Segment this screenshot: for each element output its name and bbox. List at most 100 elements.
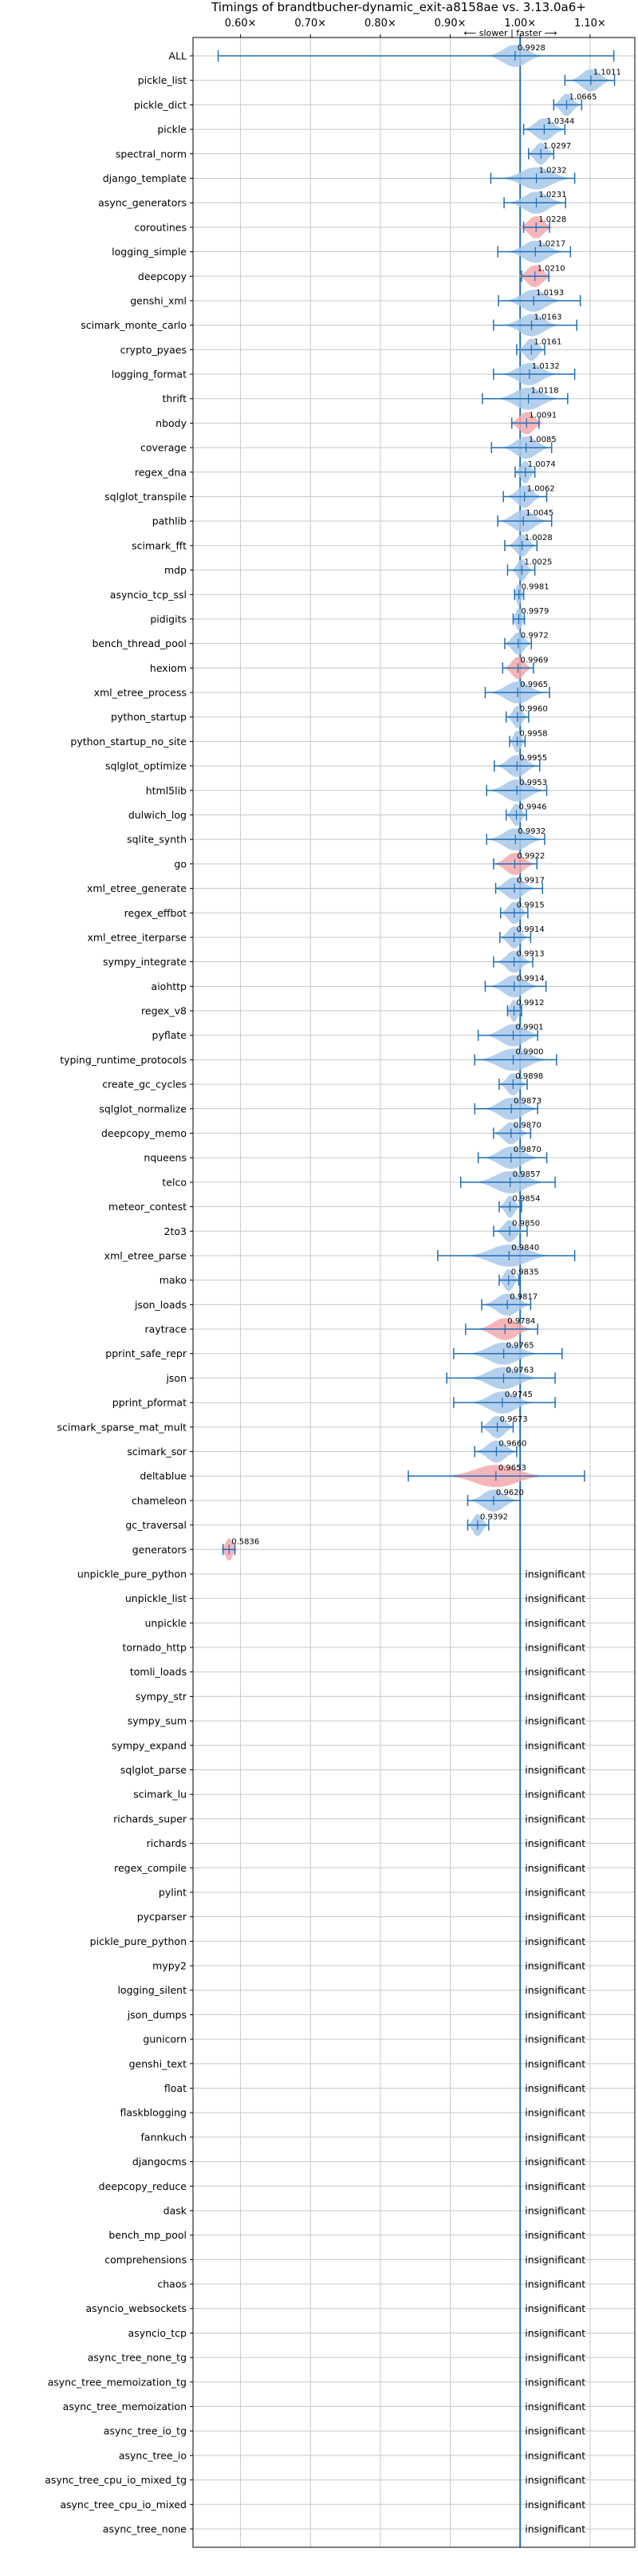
benchmark-label: async_tree_none	[103, 2523, 187, 2535]
benchmark-label: xml_etree_parse	[104, 1249, 187, 1261]
chart-title: Timings of brandtbucher-dynamic_exit-a81…	[211, 0, 586, 14]
value-label: 0.9972	[521, 632, 549, 641]
insignificant-label: insignificant	[525, 1715, 585, 1727]
benchmark-label: pprint_pformat	[112, 1397, 187, 1409]
benchmark-label: unpickle_list	[125, 1592, 187, 1604]
benchmark-label: unpickle	[144, 1617, 187, 1629]
x-tick-label: 1.10×	[574, 18, 606, 30]
benchmark-label: ALL	[169, 50, 187, 62]
benchmark-label: pickle	[157, 124, 187, 136]
value-label: 0.9958	[520, 729, 548, 738]
benchmark-label: hexiom	[150, 662, 187, 674]
benchmark-label: scimark_fft	[132, 539, 187, 551]
value-label: 0.9857	[513, 1170, 541, 1179]
value-label: 0.9854	[512, 1195, 540, 1204]
benchmark-label: async_tree_io_tg	[104, 2425, 187, 2437]
value-label: 0.9817	[510, 1292, 538, 1301]
value-label: 0.9914	[517, 925, 545, 934]
benchmark-label: xml_etree_generate	[87, 882, 187, 894]
benchmark-label: dask	[163, 2204, 187, 2216]
benchmark-label: xml_etree_process	[94, 687, 187, 699]
value-label: 0.9928	[518, 44, 545, 53]
benchmark-label: deepcopy_memo	[101, 1127, 187, 1139]
value-label: 1.0210	[538, 264, 565, 273]
benchmark-label: telco	[162, 1176, 187, 1188]
benchmark-label: dulwich_log	[128, 809, 187, 821]
value-label: 0.9912	[517, 999, 545, 1008]
benchmark-label: sqlite_synth	[127, 834, 187, 846]
benchmark-label: logging_format	[112, 369, 187, 381]
benchmark-label: sqlglot_optimize	[105, 760, 187, 772]
x-tick-label: 1.00×	[504, 18, 536, 30]
value-label: 1.0118	[531, 387, 559, 396]
benchmark-label: async_tree_cpu_io_mixed_tg	[45, 2474, 187, 2486]
value-label: 1.0085	[529, 436, 557, 444]
insignificant-label: insignificant	[525, 2034, 585, 2045]
value-label: 0.9870	[514, 1121, 542, 1130]
benchmark-label: sympy_sum	[128, 1715, 187, 1727]
benchmark-label: djangocms	[132, 2156, 187, 2168]
benchmark-label: pylint	[159, 1886, 187, 1898]
benchmark-label: deepcopy_reduce	[99, 2180, 187, 2192]
value-label: 0.9900	[515, 1047, 543, 1056]
benchmark-label: comprehensions	[104, 2254, 187, 2266]
value-label: 1.0062	[527, 484, 555, 493]
benchmark-label: deltablue	[140, 1470, 187, 1482]
value-label: 1.0025	[524, 558, 552, 567]
value-label: 0.9840	[511, 1244, 539, 1252]
benchmark-label: crypto_pyaes	[120, 344, 187, 356]
value-label: 1.0161	[534, 337, 561, 346]
value-label: 0.9898	[515, 1072, 543, 1081]
insignificant-label: insignificant	[525, 1739, 585, 1751]
benchmark-label: generators	[132, 1544, 187, 1556]
value-label: 1.0091	[529, 411, 557, 420]
benchmark-label: mako	[160, 1274, 187, 1286]
value-label: 0.9660	[498, 1440, 526, 1449]
benchmark-label: regex_compile	[114, 1862, 187, 1874]
benchmark-label: pycparser	[137, 1911, 187, 1923]
value-label: 0.9673	[500, 1415, 528, 1424]
insignificant-label: insignificant	[525, 1886, 585, 1898]
benchmark-label: scimark_lu	[133, 1789, 187, 1801]
value-label: 0.9745	[505, 1391, 533, 1399]
insignificant-label: insignificant	[525, 2278, 585, 2290]
insignificant-label: insignificant	[525, 1568, 585, 1580]
value-label: 0.9915	[517, 901, 545, 909]
insignificant-label: insignificant	[525, 2204, 585, 2216]
insignificant-label: insignificant	[525, 2400, 585, 2412]
benchmark-label: regex_effbot	[124, 907, 187, 919]
value-label: 0.9850	[512, 1219, 540, 1228]
value-label: 1.0074	[528, 460, 556, 469]
benchmark-label: sympy_integrate	[103, 956, 187, 968]
value-label: 1.0028	[525, 534, 553, 542]
insignificant-label: insignificant	[525, 1813, 585, 1825]
insignificant-label: insignificant	[525, 2523, 585, 2535]
value-label: 1.0297	[543, 142, 571, 151]
value-label: 0.9981	[522, 582, 549, 591]
x-tick-label: 0.90×	[435, 18, 467, 30]
benchmark-label: pidigits	[150, 613, 187, 625]
insignificant-label: insignificant	[525, 1592, 585, 1604]
benchmark-label: bench_mp_pool	[108, 2229, 187, 2241]
benchmark-label: pyflate	[152, 1029, 187, 1041]
insignificant-label: insignificant	[525, 1911, 585, 1923]
benchmark-label: scimark_monte_carlo	[81, 319, 187, 331]
insignificant-label: insignificant	[525, 1789, 585, 1801]
value-label: 0.9653	[498, 1464, 526, 1473]
benchmark-label: tomli_loads	[130, 1666, 187, 1678]
benchmark-label: json_dumps	[127, 2009, 187, 2021]
insignificant-label: insignificant	[525, 1666, 585, 1678]
benchmark-label: flaskblogging	[120, 2107, 187, 2119]
insignificant-label: insignificant	[525, 1764, 585, 1776]
insignificant-label: insignificant	[525, 2425, 585, 2437]
value-label: 0.9946	[519, 803, 547, 811]
value-label: 0.9784	[507, 1317, 535, 1326]
benchmark-label: logging_silent	[117, 1984, 187, 1996]
value-label: 0.9914	[517, 974, 545, 983]
x-tick-label: 0.60×	[225, 18, 257, 30]
insignificant-label: insignificant	[525, 1862, 585, 1874]
benchmark-label: go	[174, 858, 187, 870]
insignificant-label: insignificant	[525, 1960, 585, 1972]
benchmark-label: async_tree_memoization	[63, 2400, 187, 2412]
